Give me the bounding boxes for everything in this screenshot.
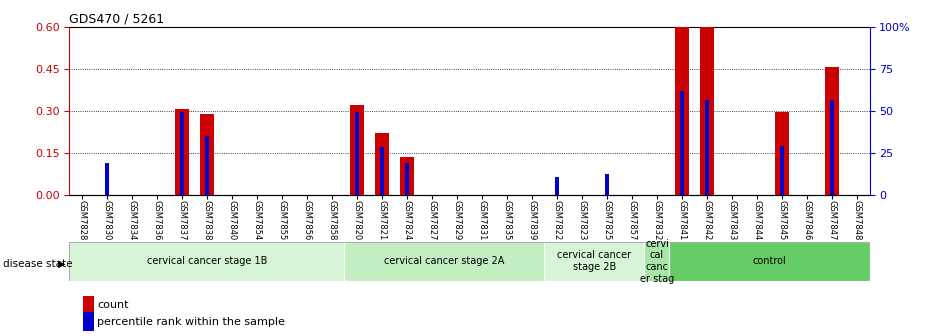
Bar	[705, 99, 709, 195]
Bar	[179, 112, 184, 195]
Bar	[675, 27, 689, 195]
Bar	[404, 163, 409, 195]
Text: control: control	[753, 256, 786, 266]
Bar	[605, 174, 610, 195]
Bar	[830, 99, 834, 195]
Bar	[700, 27, 714, 195]
Text: percentile rank within the sample: percentile rank within the sample	[97, 317, 285, 327]
Bar	[69, 242, 344, 281]
Bar	[775, 112, 789, 195]
Bar	[545, 242, 645, 281]
Bar	[670, 242, 869, 281]
Bar	[555, 177, 560, 195]
Bar	[350, 105, 364, 195]
Bar	[375, 133, 388, 195]
Bar	[379, 148, 384, 195]
Text: cervical cancer stage 2A: cervical cancer stage 2A	[384, 256, 505, 266]
Bar	[175, 110, 189, 195]
Bar	[105, 163, 109, 195]
Bar	[204, 136, 209, 195]
Bar	[825, 68, 839, 195]
Bar	[400, 157, 413, 195]
Text: count: count	[97, 300, 129, 310]
Bar	[780, 146, 784, 195]
Bar	[200, 114, 214, 195]
Text: GDS470 / 5261: GDS470 / 5261	[69, 13, 165, 26]
Text: disease state: disease state	[3, 259, 72, 269]
Text: cervical cancer
stage 2B: cervical cancer stage 2B	[558, 250, 632, 272]
Bar	[645, 242, 670, 281]
Bar	[354, 112, 359, 195]
Text: cervi
cal
canc
er stag: cervi cal canc er stag	[640, 239, 674, 284]
Text: ▶: ▶	[58, 259, 66, 269]
Text: cervical cancer stage 1B: cervical cancer stage 1B	[147, 256, 267, 266]
Bar	[344, 242, 545, 281]
Bar	[680, 91, 684, 195]
